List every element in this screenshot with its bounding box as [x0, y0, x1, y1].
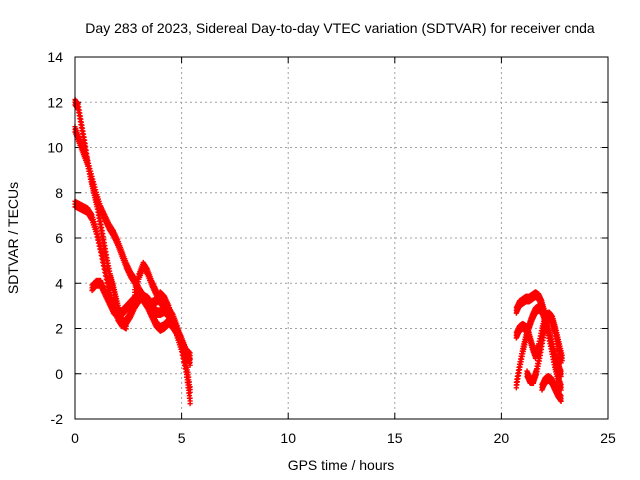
- data-point: [106, 284, 112, 290]
- series-track-i: [524, 309, 565, 386]
- data-point: [179, 336, 185, 342]
- data-point: [88, 168, 94, 174]
- data-point: [187, 384, 193, 390]
- data-point: [88, 171, 94, 177]
- data-point: [104, 274, 110, 280]
- data-point: [87, 165, 93, 172]
- data-point: [181, 348, 188, 355]
- y-tick-label: -2: [51, 411, 64, 427]
- series-track-g: [513, 289, 564, 380]
- data-points: [72, 96, 565, 407]
- x-tick-label: 5: [178, 430, 186, 446]
- series-track-e: [132, 259, 193, 395]
- y-tick-label: 10: [47, 140, 63, 156]
- ticks: 0 5 10 15 20 25 -2 0 2 4 6 8 10 12 14: [47, 49, 616, 446]
- data-point: [186, 374, 192, 380]
- data-point: [185, 369, 191, 375]
- data-point: [180, 342, 186, 348]
- data-point: [97, 243, 104, 250]
- data-point: [93, 225, 99, 232]
- data-point: [101, 260, 107, 267]
- data-point: [90, 176, 96, 182]
- data-point: [184, 364, 190, 370]
- y-tick-label: 4: [55, 275, 63, 291]
- y-tick-label: 14: [47, 49, 63, 65]
- chart-title: Day 283 of 2023, Sidereal Day-to-day VTE…: [85, 20, 595, 36]
- data-point: [85, 160, 92, 166]
- data-point: [558, 393, 564, 399]
- data-point: [98, 247, 104, 253]
- y-tick-label: 6: [55, 230, 63, 246]
- data-point: [183, 359, 190, 365]
- y-axis-label: SDTVAR / TECUs: [5, 182, 21, 294]
- data-point: [179, 339, 185, 345]
- data-point: [97, 240, 103, 247]
- data-point: [105, 281, 112, 287]
- x-tick-label: 20: [494, 430, 510, 446]
- data-point: [100, 257, 107, 263]
- data-point: [91, 181, 97, 187]
- data-point: [95, 231, 101, 238]
- data-point: [107, 287, 113, 293]
- x-tick-label: 10: [280, 430, 296, 446]
- data-point: [558, 368, 564, 374]
- x-axis-label: GPS time / hours: [288, 457, 395, 473]
- data-point: [94, 228, 100, 235]
- data-point: [100, 254, 106, 260]
- data-point: [89, 173, 95, 180]
- data-point: [92, 184, 98, 190]
- series-track-b: [72, 124, 193, 407]
- data-point: [182, 351, 188, 358]
- plot-frame: [74, 56, 609, 420]
- y-tick-label: 8: [55, 185, 63, 201]
- data-point: [90, 179, 97, 185]
- data-point: [183, 354, 189, 361]
- data-point: [86, 163, 92, 169]
- x-tick-label: 25: [600, 430, 616, 446]
- y-tick-label: 2: [55, 321, 63, 337]
- data-point: [85, 158, 91, 164]
- data-point: [95, 234, 102, 241]
- data-point: [96, 237, 102, 244]
- y-tick-label: 0: [55, 366, 63, 382]
- grid: [75, 57, 608, 419]
- data-point: [187, 395, 193, 401]
- data-point: [559, 352, 565, 358]
- data-point: [102, 267, 109, 273]
- y-tick-label: 12: [47, 94, 63, 110]
- data-point: [93, 187, 99, 193]
- data-point: [105, 277, 111, 284]
- data-point: [103, 271, 109, 277]
- data-point: [102, 264, 108, 270]
- data-point: [99, 250, 105, 256]
- data-point: [181, 345, 187, 352]
- x-tick-label: 0: [71, 430, 79, 446]
- x-tick-label: 15: [387, 430, 403, 446]
- data-point: [186, 379, 193, 385]
- data-point: [558, 382, 564, 388]
- series-track-j: [539, 372, 564, 404]
